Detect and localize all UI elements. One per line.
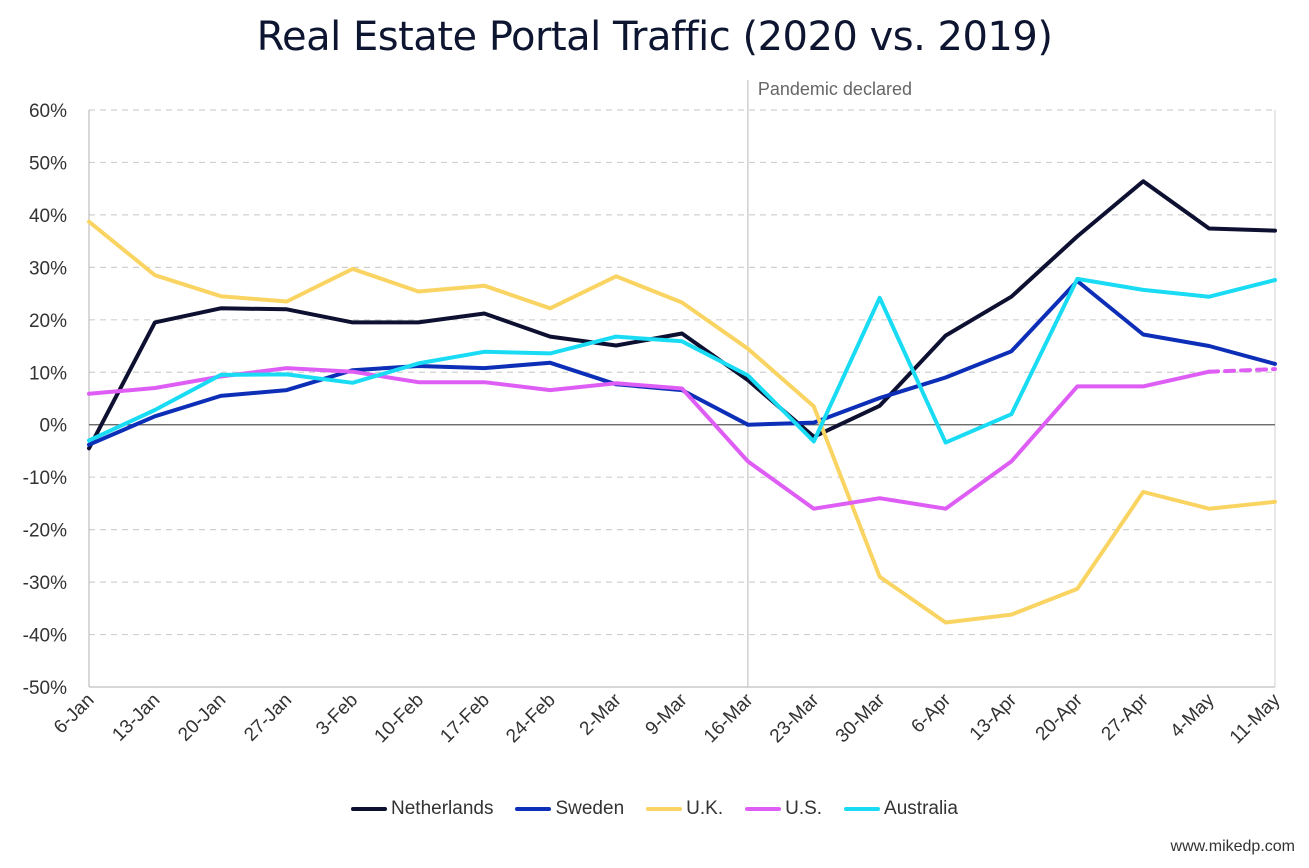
pandemic-annotation: Pandemic declared	[758, 79, 912, 99]
x-tick-label: 13-Jan	[108, 690, 164, 746]
y-tick-label: 0%	[40, 416, 68, 437]
x-tick-label: 17-Feb	[436, 690, 493, 747]
y-axis-ticks: 60% 50% 40% 30% 20% 10% 0% -10% -20% -30% -40% -50%	[23, 101, 67, 699]
x-tick-label: 6-Apr	[907, 689, 955, 737]
series-netherlands	[87, 179, 1277, 451]
legend-item: Sweden	[515, 798, 624, 820]
y-tick-label: 30%	[29, 258, 67, 279]
legend-swatch	[351, 807, 388, 811]
legend-swatch	[844, 807, 881, 811]
x-tick-label: 20-Jan	[174, 690, 230, 746]
x-tick-label: 16-Mar	[700, 689, 758, 747]
x-tick-label: 4-May	[1166, 689, 1219, 742]
series-australia	[87, 276, 1277, 445]
legend-item: U.K.	[646, 798, 723, 820]
chart-title: Real Estate Portal Traffic (2020 vs. 201…	[256, 14, 1053, 60]
gridlines	[88, 109, 1276, 688]
series-line-projected	[1207, 367, 1277, 374]
watermark: www.mikedp.com	[1170, 838, 1295, 855]
legend-label: Netherlands	[391, 798, 494, 819]
y-tick-label: 10%	[29, 363, 67, 384]
y-tick-label: 50%	[29, 153, 67, 174]
x-tick-label: 13-Apr	[966, 689, 1022, 745]
y-tick-label: 60%	[29, 101, 67, 122]
legend-label: U.K.	[686, 798, 724, 819]
legend-swatch	[646, 807, 683, 811]
y-tick-label: 20%	[29, 311, 67, 332]
series-lines	[87, 179, 1277, 625]
y-tick-label: -30%	[23, 573, 67, 594]
series-sweden	[87, 279, 1277, 447]
legend: Netherlands Sweden U.K. U.S. Australia	[0, 798, 1309, 820]
x-tick-label: 9-Mar	[642, 689, 692, 739]
y-tick-label: 40%	[29, 206, 67, 227]
y-tick-label: -10%	[23, 468, 67, 489]
legend-label: Australia	[884, 798, 958, 819]
x-tick-label: 24-Feb	[502, 690, 559, 747]
x-tick-label: 23-Mar	[766, 689, 824, 747]
x-tick-label: 27-Apr	[1098, 689, 1154, 745]
legend-swatch	[515, 807, 552, 811]
x-tick-label: 30-Mar	[832, 689, 890, 747]
y-tick-label: -20%	[23, 521, 67, 542]
x-tick-label: 11-May	[1226, 689, 1285, 748]
y-tick-label: -40%	[23, 626, 67, 647]
x-tick-label: 3-Feb	[312, 690, 362, 740]
x-axis-ticks: 6-Jan 13-Jan 20-Jan 27-Jan 3-Feb 10-Feb 17-Feb…	[50, 689, 1285, 748]
series-u-k	[87, 219, 1277, 625]
series-u-s	[87, 366, 1277, 511]
x-tick-label: 20-Apr	[1032, 689, 1088, 745]
legend-item: Netherlands	[351, 798, 493, 820]
x-tick-label: 27-Jan	[240, 690, 296, 746]
legend-label: Sweden	[555, 798, 625, 819]
legend-item: U.S.	[745, 798, 822, 820]
legend-label: U.S.	[785, 798, 823, 819]
x-tick-label: 10-Feb	[371, 690, 428, 747]
legend-swatch	[745, 807, 782, 811]
series-line	[87, 366, 1212, 511]
legend-item: Australia	[844, 798, 958, 820]
series-line	[87, 179, 1277, 451]
series-line	[87, 279, 1277, 447]
y-tick-label: -50%	[23, 678, 67, 699]
x-tick-label: 2-Mar	[576, 689, 626, 739]
